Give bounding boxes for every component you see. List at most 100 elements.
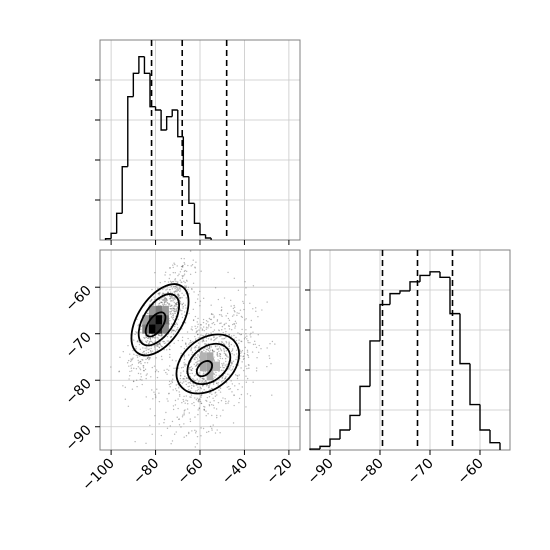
- scatter-point: [182, 366, 184, 369]
- scatter-point: [266, 365, 268, 368]
- scatter-point: [130, 359, 133, 361]
- scatter-point: [213, 400, 215, 402]
- scatter-point: [187, 289, 189, 291]
- scatter-point: [201, 380, 203, 382]
- density-cell: [155, 324, 163, 334]
- histogram-bin: [115, 212, 123, 234]
- scatter-point: [220, 306, 223, 309]
- scatter-point: [220, 335, 222, 337]
- scatter-point: [202, 373, 204, 375]
- scatter-point: [155, 369, 158, 371]
- scatter-point: [228, 347, 230, 350]
- scatter-point: [138, 361, 140, 363]
- scatter-point: [238, 342, 240, 344]
- scatter-point: [250, 326, 252, 329]
- scatter-point: [141, 383, 143, 386]
- scatter-point: [178, 295, 180, 297]
- scatter-point: [181, 265, 183, 268]
- scatter-point: [167, 281, 170, 283]
- scatter-point: [196, 364, 198, 366]
- scatter-point: [201, 328, 204, 330]
- scatter-point: [191, 287, 193, 290]
- scatter-point: [192, 282, 195, 284]
- scatter-point: [197, 333, 199, 336]
- scatter-point: [210, 346, 213, 348]
- scatter-point: [132, 380, 135, 382]
- scatter-point: [185, 399, 187, 401]
- x-tick-label: −20: [264, 456, 296, 488]
- scatter-point: [166, 335, 169, 338]
- scatter-point: [199, 400, 202, 403]
- scatter-point: [158, 343, 160, 346]
- scatter-point: [207, 327, 209, 329]
- scatter-point: [163, 300, 166, 302]
- scatter-point: [194, 446, 197, 448]
- scatter-point: [184, 409, 186, 411]
- scatter-point: [245, 329, 247, 331]
- scatter-point: [182, 398, 184, 401]
- scatter-point: [216, 352, 219, 354]
- scatter-point: [193, 363, 195, 366]
- density-cell: [206, 352, 214, 362]
- scatter-point: [246, 338, 248, 340]
- scatter-point: [215, 371, 217, 374]
- scatter-point: [253, 340, 256, 343]
- scatter-point: [238, 312, 240, 315]
- scatter-point: [213, 339, 215, 342]
- scatter-point: [137, 366, 140, 368]
- scatter-point: [189, 420, 192, 423]
- histogram-bin: [199, 223, 206, 236]
- scatter-point: [254, 307, 257, 309]
- contour-level-middle: [137, 293, 180, 347]
- scatter-point: [210, 332, 212, 334]
- scatter-point: [137, 339, 139, 342]
- scatter-point: [147, 337, 149, 339]
- scatter-point: [155, 357, 157, 359]
- scatter-point: [205, 399, 207, 402]
- scatter-point: [154, 415, 156, 417]
- scatter-point: [200, 402, 202, 405]
- scatter-point: [160, 301, 162, 303]
- scatter-point: [203, 381, 205, 383]
- scatter-point: [217, 401, 220, 404]
- scatter-point: [153, 337, 156, 339]
- scatter-point: [147, 312, 149, 315]
- scatter-point: [147, 356, 150, 359]
- scatter-point: [213, 336, 215, 338]
- scatter-point: [168, 365, 171, 367]
- scatter-point: [214, 395, 217, 397]
- scatter-point: [178, 393, 181, 396]
- scatter-point: [144, 362, 146, 364]
- density-cell: [148, 315, 156, 325]
- scatter-point: [197, 386, 199, 388]
- scatter-point: [178, 418, 181, 420]
- scatter-point: [201, 384, 204, 387]
- scatter-point: [172, 389, 174, 391]
- scatter-point: [218, 329, 220, 331]
- scatter-point: [223, 348, 225, 350]
- scatter-point: [225, 400, 227, 403]
- scatter-point: [162, 340, 164, 342]
- scatter-point: [149, 338, 152, 341]
- scatter-point: [171, 381, 174, 384]
- scatter-point: [213, 373, 216, 375]
- scatter-point: [216, 414, 218, 417]
- scatter-point: [202, 377, 204, 380]
- scatter-point: [240, 355, 242, 357]
- scatter-point: [224, 333, 227, 335]
- scatter-point: [138, 341, 141, 344]
- scatter-point: [176, 290, 178, 293]
- scatter-point: [175, 431, 177, 433]
- scatter-point: [237, 388, 239, 391]
- scatter-point: [155, 344, 157, 347]
- scatter-point: [164, 297, 167, 299]
- scatter-point: [246, 393, 249, 395]
- scatter-point: [134, 333, 136, 336]
- axes-frame: [309, 249, 511, 451]
- scatter-point: [209, 401, 211, 404]
- scatter-point: [182, 400, 185, 403]
- scatter-point: [235, 358, 237, 361]
- scatter-point: [177, 293, 179, 296]
- scatter-point: [177, 281, 179, 283]
- scatter-point: [206, 384, 209, 386]
